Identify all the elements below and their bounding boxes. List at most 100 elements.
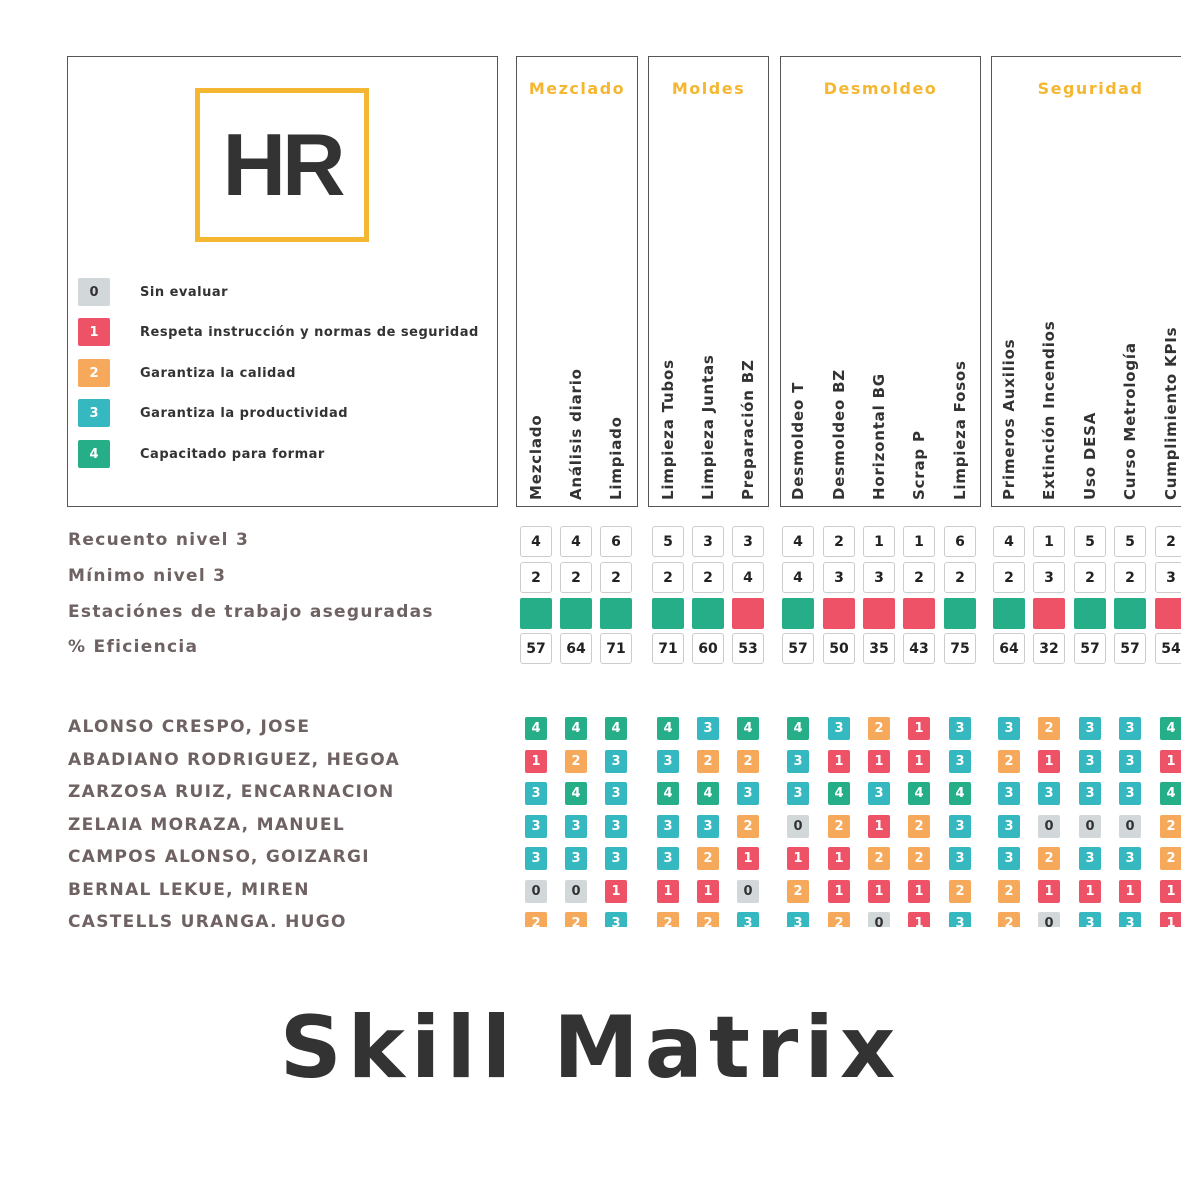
group-box-seguridad: [991, 56, 1181, 507]
skill-level-badge: 3: [697, 814, 719, 838]
skill-level-badge: 4: [787, 717, 809, 740]
skill-level-badge: 3: [949, 814, 971, 838]
legend-swatch-2: 2: [78, 359, 110, 387]
skill-level-badge: 4: [737, 717, 759, 740]
station-status-ok: [560, 598, 592, 629]
skill-level-badge: 3: [1119, 782, 1141, 805]
skill-level-badge: 2: [565, 749, 587, 773]
minimo-cell: 3: [1155, 562, 1181, 593]
skill-level-badge: 1: [828, 847, 850, 870]
skill-level-badge: 0: [1038, 912, 1060, 927]
skill-level-badge: 0: [565, 879, 587, 903]
skill-header: Scrap P: [907, 260, 931, 500]
skill-level-badge: 3: [1119, 912, 1141, 927]
recuento-cell: 3: [692, 526, 724, 557]
skill-level-badge: 3: [525, 847, 547, 870]
skill-level-badge: 3: [828, 717, 850, 740]
skill-level-badge: 2: [657, 912, 679, 927]
skill-level-badge: 3: [868, 782, 890, 805]
skill-level-badge: 2: [1038, 717, 1060, 740]
station-status-ok: [782, 598, 814, 629]
station-status-ok: [993, 598, 1025, 629]
minimo-cell: 2: [560, 562, 592, 593]
skill-header: Cumplimiento KPIs: [1159, 260, 1181, 500]
skill-level-badge: 0: [787, 814, 809, 838]
skill-level-badge: 3: [1119, 717, 1141, 740]
skill-level-badge: 2: [949, 879, 971, 903]
skill-level-badge: 3: [787, 782, 809, 805]
skill-level-badge: 1: [908, 749, 930, 773]
skill-header: Curso Metrología: [1118, 260, 1142, 500]
minimo-cell: 2: [652, 562, 684, 593]
minimo-cell: 2: [944, 562, 976, 593]
skill-level-badge: 2: [908, 814, 930, 838]
skill-level-badge: 2: [828, 912, 850, 927]
employee-name: BERNAL LEKUE, MIREN: [68, 879, 310, 900]
minimo-cell: 4: [732, 562, 764, 593]
eficiencia-cell: 35: [863, 633, 895, 664]
recuento-cell: 4: [560, 526, 592, 557]
legend-panel: [67, 56, 498, 507]
employee-matrix: ALONSO CRESPO, JOSE 4 4 4 4 3 4 4 3 2 1 3 3 2 3 3 4 ABADI…: [0, 700, 1181, 927]
skill-label: Scrap P: [910, 430, 928, 500]
skill-level-badge: 1: [828, 879, 850, 903]
recuento-cell: 4: [993, 526, 1025, 557]
skill-label: Limpieza Tubos: [659, 359, 677, 500]
legend-swatch-0: 0: [78, 278, 110, 306]
minimo-cell: 3: [863, 562, 895, 593]
recuento-cell: 5: [1074, 526, 1106, 557]
eficiencia-cell: 50: [823, 633, 855, 664]
estaciones-label: Estaciónes de trabajo aseguradas: [68, 602, 434, 622]
recuento-cell: 6: [944, 526, 976, 557]
station-status-ok: [600, 598, 632, 629]
eficiencia-cell: 57: [782, 633, 814, 664]
skill-level-badge: 3: [1119, 847, 1141, 870]
recuento-cell: 2: [823, 526, 855, 557]
skill-level-badge: 2: [697, 749, 719, 773]
skill-level-badge: 1: [868, 749, 890, 773]
skill-level-badge: 1: [657, 879, 679, 903]
skill-level-badge: 3: [657, 847, 679, 870]
skill-level-badge: 2: [737, 814, 759, 838]
skill-level-badge: 2: [697, 912, 719, 927]
page-title: Skill Matrix: [279, 998, 902, 1098]
skill-level-badge: 1: [1079, 879, 1101, 903]
skill-level-badge: 4: [828, 782, 850, 805]
station-status-ok: [1114, 598, 1146, 629]
skill-level-badge: 3: [1119, 749, 1141, 773]
skill-level-badge: 1: [1160, 749, 1181, 773]
skill-label: Limpieza Fosos: [951, 360, 969, 500]
skill-level-badge: 2: [787, 879, 809, 903]
skill-level-badge: 2: [1160, 814, 1181, 838]
minimo-cell: 2: [1074, 562, 1106, 593]
legend-label-0: Sin evaluar: [140, 285, 229, 300]
skill-level-badge: 0: [868, 912, 890, 927]
skill-level-badge: 3: [998, 782, 1020, 805]
eficiencia-cell: 43: [903, 633, 935, 664]
employee-name: ZARZOSA RUIZ, ENCARNACION: [68, 782, 395, 802]
employee-name: ABADIANO RODRIGUEZ, HEGOA: [68, 749, 401, 770]
skill-level-badge: 1: [1038, 879, 1060, 903]
skill-level-badge: 1: [908, 879, 930, 903]
skill-label: Primeros Auxilios: [1000, 338, 1018, 500]
recuento-cell: 1: [1033, 526, 1065, 557]
recuento-cell: 1: [903, 526, 935, 557]
eficiencia-cell: 71: [652, 633, 684, 664]
station-status-no: [823, 598, 855, 629]
skill-level-badge: 4: [1160, 782, 1181, 805]
skill-header: Limpieza Fosos: [948, 260, 972, 500]
skill-header: Uso DESA: [1078, 260, 1102, 500]
skill-level-badge: 0: [1038, 814, 1060, 838]
station-status-no: [1155, 598, 1181, 629]
skill-label: Desmoldeo BZ: [830, 369, 848, 500]
skill-level-badge: 0: [737, 879, 759, 903]
minimo-cell: 3: [1033, 562, 1065, 593]
eficiencia-cell: 57: [1114, 633, 1146, 664]
skill-level-badge: 3: [998, 717, 1020, 740]
skill-header: Desmoldeo T: [786, 260, 810, 500]
group-title-desmoldeo: Desmoldeo: [823, 79, 938, 98]
skill-header: Limpiado: [604, 260, 628, 500]
skill-level-badge: 1: [828, 749, 850, 773]
skill-level-badge: 2: [1038, 847, 1060, 870]
skill-level-badge: 3: [1079, 717, 1101, 740]
